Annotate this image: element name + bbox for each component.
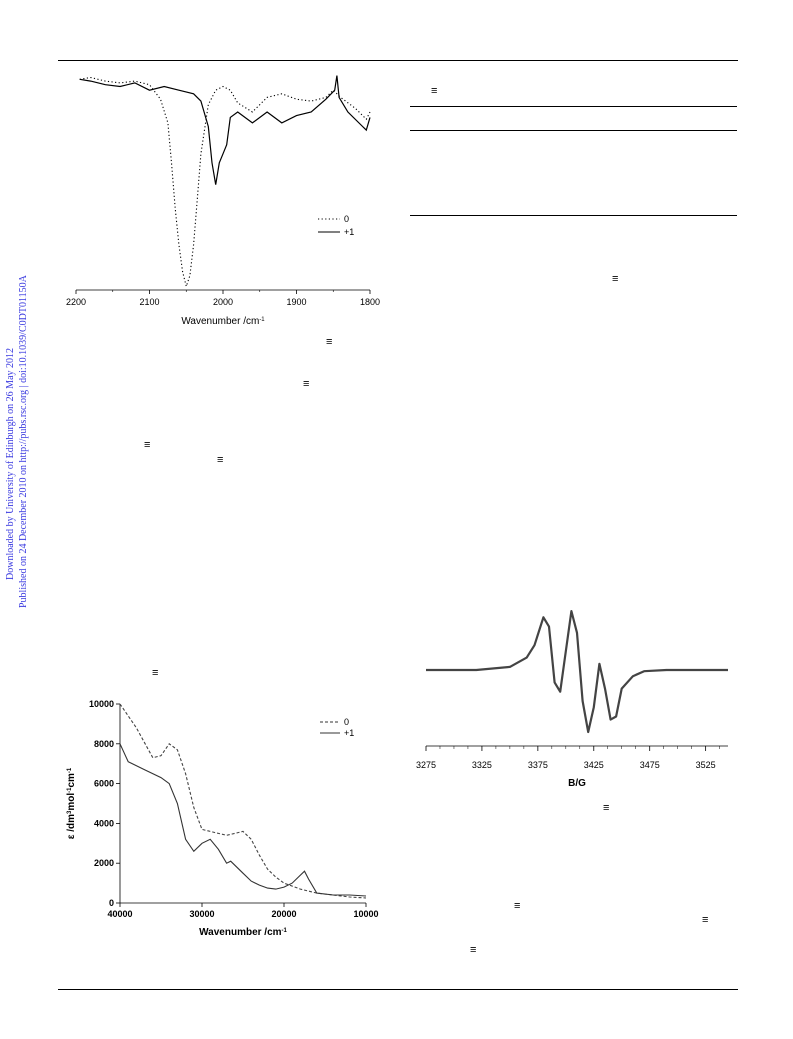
x-tick-label: 1800: [360, 297, 380, 307]
triple-bond-symbol: ≡: [702, 914, 709, 926]
triple-bond-symbol: ≡: [514, 900, 521, 912]
ir-spectrum-chart: 2200 2100 2000 1900 1800 Wavenumber /cm-1 0 +1: [66, 75, 380, 327]
triple-bond-symbol: ≡: [326, 336, 333, 348]
x-tick-label: 30000: [189, 909, 214, 919]
x-tick-label: 40000: [107, 909, 132, 919]
triple-bond-symbol: ≡: [152, 667, 159, 679]
x-tick-label: 3425: [584, 760, 604, 770]
table-bottom-rule: [410, 215, 737, 216]
watermark-line-1: Downloaded by University of Edinburgh on…: [5, 348, 16, 580]
epr-figure: 3275 3325 3375 3425 3475 3525 B/G: [410, 596, 740, 796]
y-tick-label: 10000: [89, 699, 114, 709]
x-tick-label: 2000: [213, 297, 233, 307]
x-tick-label: 20000: [271, 909, 296, 919]
legend-label: +1: [344, 227, 354, 237]
download-watermark: Downloaded by University of Edinburgh on…: [2, 240, 36, 620]
triple-bond-symbol: ≡: [470, 944, 477, 956]
x-tick-label: 3525: [696, 760, 716, 770]
y-tick-label: 4000: [94, 818, 114, 828]
x-tick-label: 3475: [640, 760, 660, 770]
series-line-cation: [79, 75, 371, 185]
epr-signal-line: [426, 610, 728, 734]
y-axis-title: ε /dm3mol-1cm-1: [66, 767, 77, 839]
series-line-cation: [119, 743, 367, 897]
y-tick-label: 0: [109, 898, 114, 908]
x-tick-label: 3325: [472, 760, 492, 770]
x-axis-title: B/G: [568, 778, 586, 789]
series-line-neutral: [79, 76, 371, 289]
epr-chart: 3275 3325 3375 3425 3475 3525 B/G: [416, 610, 728, 789]
ir-spectrum-figure: 2200 2100 2000 1900 1800 Wavenumber /cm-1 0 +1: [56, 68, 386, 340]
x-tick-label: 1900: [286, 297, 306, 307]
legend-label: 0: [344, 717, 349, 727]
triple-bond-symbol: ≡: [303, 378, 310, 390]
x-tick-label: 2100: [139, 297, 159, 307]
y-tick-label: 8000: [94, 739, 114, 749]
uv-vis-chart: 40000 30000 20000 10000 0 2000 4000 6000 8000 100…: [66, 699, 379, 938]
triple-bond-symbol: ≡: [603, 802, 610, 814]
top-rule: [58, 60, 738, 61]
y-tick-label: 2000: [94, 858, 114, 868]
triple-bond-symbol: ≡: [144, 439, 151, 451]
legend-label: 0: [344, 214, 349, 224]
y-tick-label: 6000: [94, 779, 114, 789]
x-tick-label: 10000: [353, 909, 378, 919]
triple-bond-symbol: ≡: [217, 454, 224, 466]
table-header-rule: [410, 130, 737, 131]
bottom-rule: [58, 989, 738, 990]
watermark-line-2: Published on 24 December 2010 on http://…: [18, 274, 29, 608]
triple-bond-symbol: ≡: [431, 85, 438, 97]
x-axis-title: Wavenumber /cm-1: [199, 927, 287, 938]
x-tick-label: 3275: [416, 760, 436, 770]
x-tick-label: 3375: [528, 760, 548, 770]
uv-vis-figure: 40000 30000 20000 10000 0 2000 4000 6000 8000 100…: [58, 696, 379, 944]
x-axis-title: Wavenumber /cm-1: [181, 316, 265, 327]
triple-bond-symbol: ≡: [612, 273, 619, 285]
legend-label: +1: [344, 728, 354, 738]
x-tick-label: 2200: [66, 297, 86, 307]
table-top-rule: [410, 106, 737, 107]
